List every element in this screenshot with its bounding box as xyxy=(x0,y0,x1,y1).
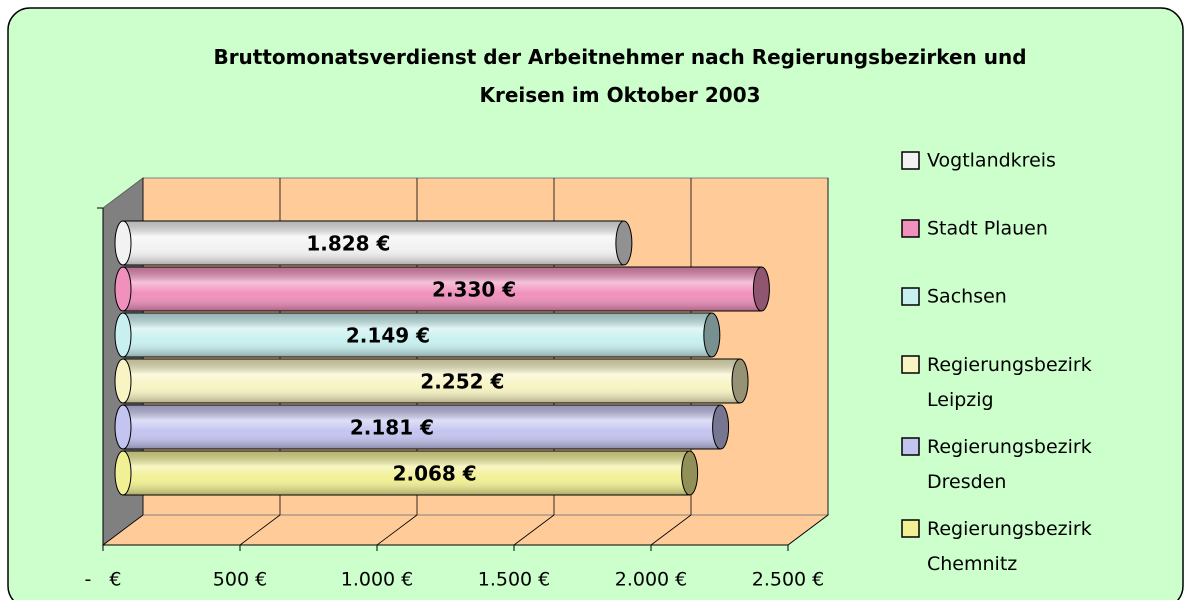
legend-label: Stadt Plauen xyxy=(927,218,1048,240)
bar-right-cap xyxy=(703,312,721,358)
legend-label: Sachsen xyxy=(927,286,1007,308)
x-tick-label: 1.000 € xyxy=(341,569,414,591)
legend-swatch xyxy=(901,355,920,374)
bar-right-cap xyxy=(681,450,699,496)
bar xyxy=(114,266,770,312)
legend-label: Regierungsbezirk Dresden xyxy=(927,436,1092,493)
floor xyxy=(101,514,830,546)
data-label: 1.828 € xyxy=(306,232,390,256)
legend-label: Vogtlandkreis xyxy=(927,150,1056,172)
bar xyxy=(114,358,749,404)
x-tick-label: 2.000 € xyxy=(615,569,688,591)
bar-shade xyxy=(123,359,741,403)
data-label: 2.068 € xyxy=(393,462,477,486)
legend-swatch xyxy=(901,219,920,238)
bar-left-cap xyxy=(114,450,132,496)
bar-shade xyxy=(123,405,721,449)
x-tick-label: - € xyxy=(84,569,121,591)
bar-right-cap xyxy=(615,220,633,266)
data-label: 2.252 € xyxy=(420,370,504,394)
x-tick-label: 2.500 € xyxy=(752,569,825,591)
legend-label: Regierungsbezirk Chemnitz xyxy=(927,518,1092,575)
floor-grid-line xyxy=(102,514,144,546)
bar-left-cap xyxy=(114,266,132,312)
data-label: 2.149 € xyxy=(346,324,430,348)
bar-right-cap xyxy=(731,358,749,404)
legend-swatch xyxy=(901,519,920,538)
bar xyxy=(114,450,699,496)
legend-swatch xyxy=(901,151,920,170)
floor-grid-line xyxy=(787,514,829,546)
bar-left-cap xyxy=(114,312,132,358)
floor-grid-line xyxy=(376,514,418,546)
legend-swatch xyxy=(901,287,920,306)
bar-right-cap xyxy=(752,266,770,312)
bar-shade xyxy=(123,451,690,495)
bar xyxy=(114,312,721,358)
bar-left-cap xyxy=(114,220,132,266)
legend-swatch xyxy=(901,437,920,456)
floor-grid-line xyxy=(513,514,555,546)
bar xyxy=(114,220,633,266)
floor-grid-line xyxy=(239,514,281,546)
x-tick-label: 500 € xyxy=(213,569,267,591)
data-label: 2.181 € xyxy=(350,416,434,440)
x-tick-label: 1.500 € xyxy=(478,569,551,591)
bar xyxy=(114,404,730,450)
chart-title: Bruttomonatsverdienst der Arbeitnehmer n… xyxy=(213,45,1026,107)
legend-label: Regierungsbezirk Leipzig xyxy=(927,354,1092,411)
bar-shade xyxy=(123,221,624,265)
bar-shade xyxy=(123,267,762,311)
bar-left-cap xyxy=(114,358,132,404)
data-label: 2.330 € xyxy=(432,278,516,302)
bar-shade xyxy=(123,313,712,357)
bar-left-cap xyxy=(114,404,132,450)
bar-right-cap xyxy=(712,404,730,450)
floor-grid-line xyxy=(650,514,692,546)
